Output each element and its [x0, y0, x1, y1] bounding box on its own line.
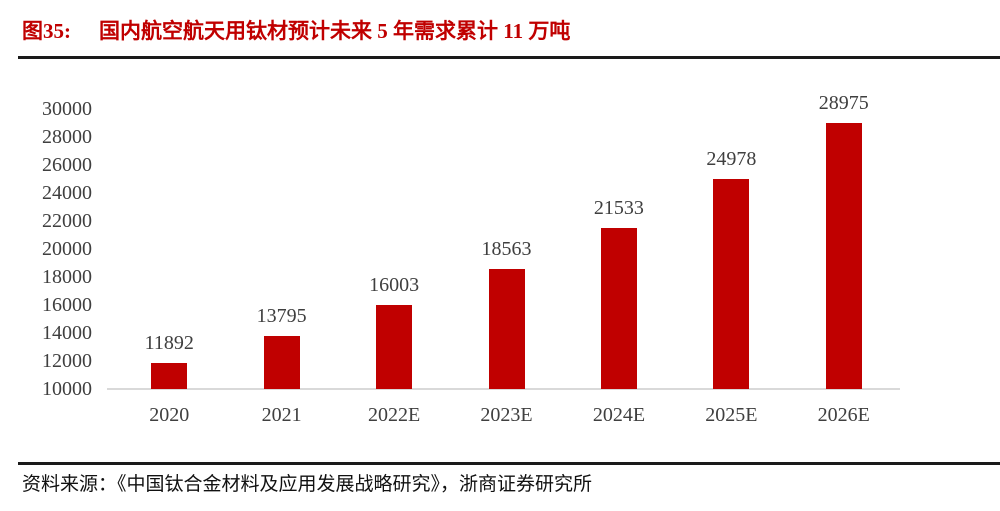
x-axis-category-label: 2020 [149, 404, 190, 426]
y-axis-tick-label: 26000 [42, 154, 92, 176]
x-axis-category-label: 2024E [592, 404, 646, 426]
x-axis-category-label: 2023E [480, 404, 533, 426]
y-axis-tick-label: 20000 [42, 238, 92, 260]
y-axis-tick-label: 18000 [42, 266, 92, 288]
figure-title-text: 国内航空航天用钛材预计未来 5 年需求累计 11 万吨 [99, 19, 571, 43]
source-note: 资料来源：《中国钛合金材料及应用发展战略研究》，浙商证券研究所 [22, 474, 593, 495]
footer-separator-rule [18, 462, 1000, 465]
y-axis-tick-label: 30000 [42, 98, 92, 120]
x-axis-category-label: 2025E [705, 404, 758, 426]
bar [488, 269, 525, 389]
bar [376, 304, 413, 389]
bar [825, 123, 862, 389]
y-axis-tick-label: 10000 [42, 378, 92, 400]
bar-value-label: 13795 [256, 304, 307, 327]
x-axis-category-label: 2021 [261, 404, 302, 426]
bar-value-label: 16003 [369, 273, 420, 296]
bar-value-label: 18563 [481, 238, 532, 261]
y-axis-tick-label: 28000 [42, 126, 92, 148]
bar [151, 362, 188, 389]
y-axis-tick-label: 14000 [42, 322, 92, 344]
bar-value-label: 24978 [706, 148, 757, 171]
bar [713, 179, 750, 389]
bar-value-label: 21533 [593, 196, 644, 219]
y-axis-tick-label: 22000 [42, 210, 92, 232]
x-axis-category-label: 2022E [367, 404, 421, 426]
bar-value-label: 11892 [144, 331, 194, 354]
y-axis-tick-label: 16000 [42, 294, 92, 316]
y-axis-tick-label: 24000 [42, 182, 92, 204]
x-axis-category-label: 2026E [817, 404, 870, 426]
y-axis-tick-label: 12000 [42, 350, 92, 372]
figure-number-label: 图35: [22, 19, 71, 43]
title-separator-rule [18, 56, 1000, 59]
bar [600, 227, 637, 389]
figure-title: 图35: 国内航空航天用钛材预计未来 5 年需求累计 11 万吨 [22, 16, 570, 46]
bar-value-label: 28975 [818, 92, 869, 115]
bar [263, 335, 300, 389]
